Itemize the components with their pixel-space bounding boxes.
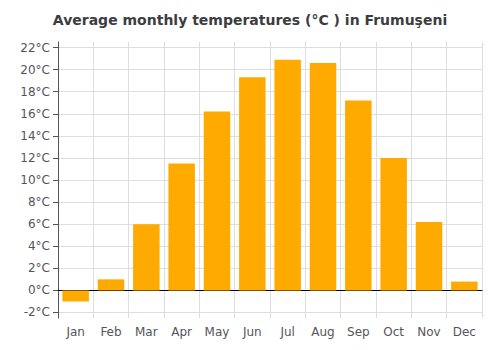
svg-text:10°C: 10°C [20, 173, 50, 187]
svg-text:16°C: 16°C [20, 107, 50, 121]
svg-text:Jun: Jun [242, 325, 262, 339]
svg-text:Mar: Mar [135, 325, 158, 339]
svg-text:Feb: Feb [100, 325, 121, 339]
svg-text:Jan: Jan [65, 325, 85, 339]
svg-text:Dec: Dec [453, 325, 476, 339]
svg-text:Average monthly temperatures (: Average monthly temperatures (°C ) in Fr… [53, 12, 447, 28]
svg-text:Nov: Nov [417, 325, 440, 339]
svg-text:14°C: 14°C [20, 129, 50, 143]
svg-text:-2°C: -2°C [24, 305, 50, 319]
svg-text:22°C: 22°C [20, 41, 50, 55]
svg-text:4°C: 4°C [28, 239, 50, 253]
svg-text:Oct: Oct [383, 325, 404, 339]
svg-text:May: May [205, 325, 230, 339]
svg-text:2°C: 2°C [28, 261, 50, 275]
svg-text:Jul: Jul [279, 325, 294, 339]
svg-text:Aug: Aug [311, 325, 334, 339]
svg-text:Apr: Apr [171, 325, 192, 339]
svg-text:12°C: 12°C [20, 151, 50, 165]
svg-text:6°C: 6°C [28, 217, 50, 231]
svg-text:Sep: Sep [347, 325, 370, 339]
svg-text:18°C: 18°C [20, 85, 50, 99]
svg-text:20°C: 20°C [20, 63, 50, 77]
svg-text:8°C: 8°C [28, 195, 50, 209]
svg-text:0°C: 0°C [28, 283, 50, 297]
